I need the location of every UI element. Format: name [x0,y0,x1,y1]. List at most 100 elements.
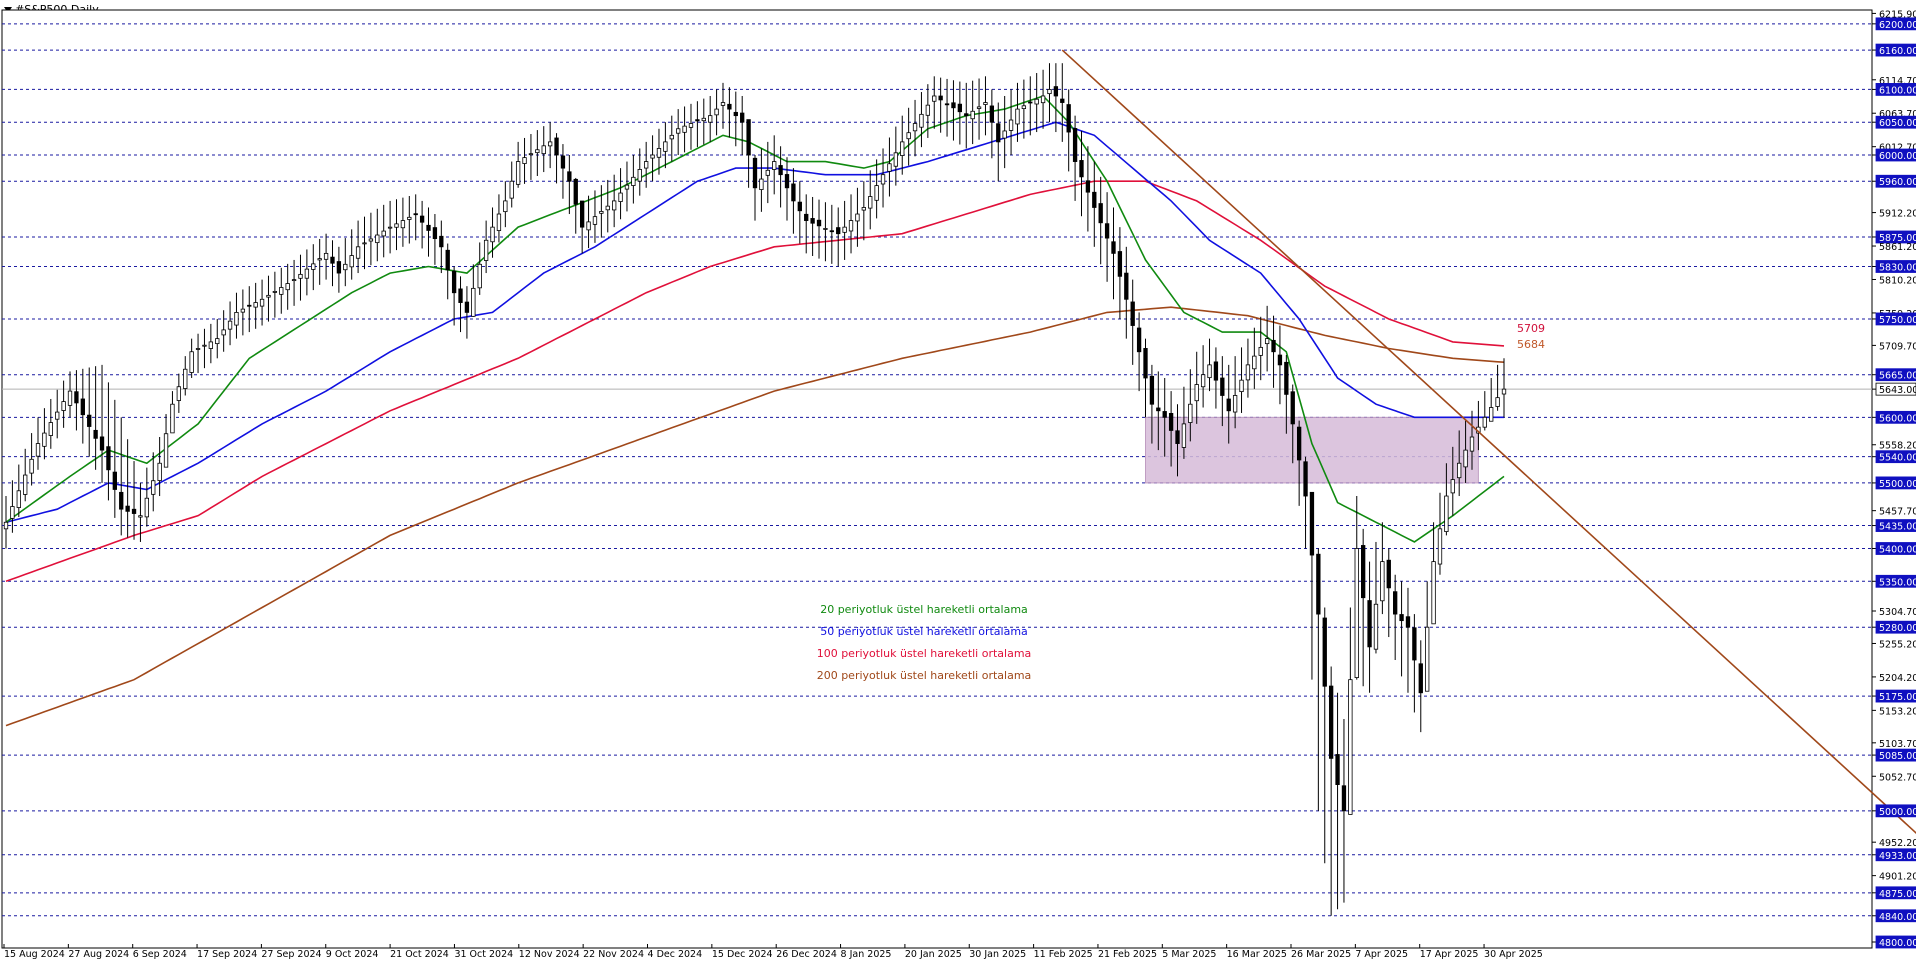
price-label-box [1875,476,1916,490]
candle-body [1258,346,1263,356]
price-label-box [1875,848,1916,862]
candle-body [1425,626,1430,692]
price-axis-label: 5153.20 [1879,706,1916,717]
candle-body [1226,398,1231,412]
candle-body [1418,663,1423,694]
candle-body [1060,98,1065,103]
price-label-box [1875,410,1916,424]
candle-body [1239,379,1244,393]
price-label-box [1875,804,1916,818]
price-axis-label: 6160.00 [1879,46,1916,57]
price-label-box [1875,574,1916,588]
candle-body [989,105,995,123]
legend-entry: 20 periyotluk üstel hareketli ortalama [820,603,1028,616]
price-label-box [1875,382,1916,396]
candle-body [772,161,777,170]
candle-body [221,329,226,336]
candle-body [1469,436,1475,452]
price-axis-label: 5052.70 [1879,772,1916,783]
candle-body [996,123,1001,143]
candle-body [67,390,73,406]
time-axis-label: 27 Sep 2024 [261,949,321,960]
candle-body [189,351,194,373]
time-axis-label: 17 Apr 2025 [1420,949,1479,960]
price-axis-label: 5912.20 [1879,209,1916,220]
candle-body [458,288,463,303]
candle-body [912,123,918,132]
candle-body [1284,361,1289,395]
candle-body [1399,614,1404,622]
candle-body [106,446,111,471]
price-axis-label: 5665.00 [1879,371,1916,382]
candle-body [810,218,815,224]
price-axis-label: 5350.00 [1879,577,1916,588]
candle-body [23,474,28,495]
candle-body [1175,430,1180,444]
candle-body [432,227,438,240]
candle-body [1322,617,1327,687]
candle-body [99,436,105,451]
candle-body [515,161,521,185]
candle-body [957,103,963,113]
candle-body [784,174,790,189]
candle-body [1053,86,1059,97]
candle-body [938,95,943,101]
price-label-box [1875,620,1916,634]
time-axis-label: 30 Jan 2025 [969,949,1026,960]
price-axis-label: 5255.20 [1879,639,1916,650]
candle-body [682,125,687,133]
ma-value-label: 5684 [1517,338,1545,351]
time-axis-label: 26 Dec 2024 [776,949,837,960]
candle-body [93,429,98,439]
candle-body [932,95,937,102]
candle-body [426,224,431,231]
plot-frame [1,9,1873,949]
candle-body [740,112,745,123]
time-axis-label: 15 Dec 2024 [712,949,773,960]
candle-body [253,302,258,308]
candle-body [1354,548,1359,678]
candle-body [1079,160,1084,178]
candle-body [119,491,124,510]
candle-body [1277,354,1283,366]
time-axis-label: 21 Oct 2024 [390,949,449,960]
price-label-box [1875,542,1916,555]
candle-body [144,497,149,518]
candle-body [925,104,931,116]
candle-body [55,411,60,420]
candle-body [87,414,92,427]
candle-body [387,226,393,229]
candle-body [861,207,866,211]
candle-body [586,221,591,231]
candle-body [1264,338,1270,345]
candle-body [451,270,457,294]
candle-body [343,263,348,271]
ema100-line [5,180,1505,583]
candle-body [227,320,233,330]
price-label-box [1875,83,1916,96]
candle-body [202,344,207,347]
price-axis-label: 4952.20 [1879,838,1916,849]
candle-body [170,403,175,434]
price-label-box [1875,230,1916,244]
price-axis-label: 4800.00 [1879,938,1916,949]
candle-body [1501,388,1507,395]
time-axis-label: 9 Oct 2024 [326,949,379,960]
descending-trendline [1061,49,1916,835]
candle-body [893,152,898,167]
ema200-line [5,306,1505,727]
price-axis-label: 4933.00 [1879,851,1916,862]
candle-body [970,110,975,120]
candle-body [612,200,617,211]
candle-body [496,213,502,231]
candle-body [983,102,988,105]
candle-body [868,196,873,209]
price-axis-label: 5875.00 [1879,233,1916,244]
candle-body [746,119,751,156]
candle-body [528,153,534,156]
candle-body [778,165,783,176]
candle-body [791,183,796,202]
price-label-box [1875,450,1916,464]
price-axis-label: 4840.00 [1879,912,1916,923]
